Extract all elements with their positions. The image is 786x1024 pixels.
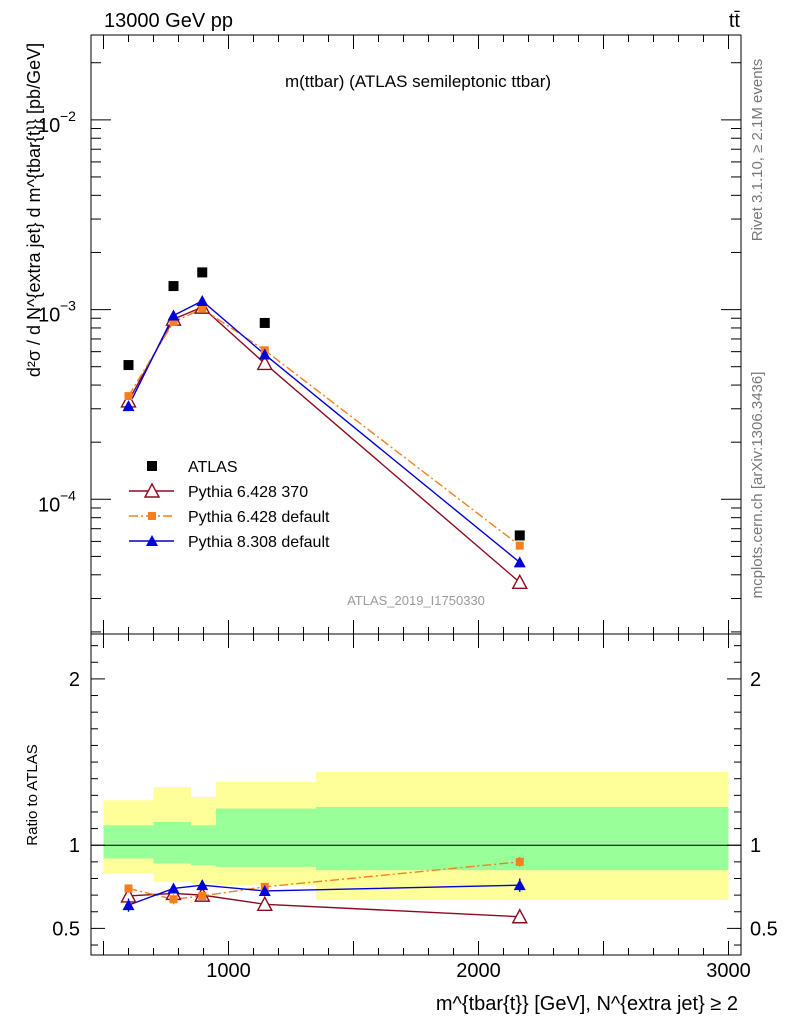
ratio-point [167, 882, 180, 894]
y-tick-label: 0.5 [750, 918, 778, 940]
data-point [168, 281, 179, 292]
ratio-point [256, 895, 273, 911]
data-point [198, 304, 207, 313]
main-axes: 10−210−310−4 [38, 35, 741, 634]
ratio-panel: 0.5 0.5 1 1 2 2 1000 2000 3000 Ratio to ATLAS m^… [24, 633, 778, 1015]
x-tick-label: 2000 [456, 960, 501, 982]
x-tick-label: 1000 [206, 960, 251, 982]
data-point [124, 392, 133, 401]
ratio-ylabel: Ratio to ATLAS [24, 744, 41, 845]
data-point [515, 541, 524, 550]
ratio-point [124, 884, 133, 893]
legend-marker [147, 461, 157, 471]
y-tick-exponent: −4 [60, 487, 76, 503]
ratio-point [515, 857, 524, 866]
band-inner [153, 821, 191, 864]
ratio-point [258, 884, 271, 896]
band-inner [103, 825, 154, 859]
data-point [122, 400, 135, 412]
ratio-point [196, 879, 209, 891]
legend-label: ATLAS [188, 459, 238, 476]
ratio-point [169, 895, 178, 904]
y-tick-label: 10 [38, 305, 60, 327]
legend-marker [146, 535, 158, 546]
ratio-series [120, 856, 528, 924]
ratio-bands [103, 772, 729, 901]
data-point [256, 354, 273, 371]
y-tick-label: 2 [69, 669, 80, 691]
data-point [123, 360, 134, 371]
ratio-frame [90, 633, 742, 956]
y-tick-exponent: −3 [60, 298, 76, 314]
legend-marker [143, 482, 161, 498]
data-point [258, 348, 271, 360]
beam-label: 13000 GeV pp [104, 10, 233, 32]
data-point [259, 317, 270, 328]
x-tick-label: 3000 [706, 960, 751, 982]
main-panel: 10−210−310−4 m(ttbar) (ATLAS semileptoni… [24, 34, 742, 635]
band-inner [216, 808, 316, 867]
y-tick-exponent: −2 [60, 108, 76, 124]
data-point [513, 556, 526, 568]
legend: ATLAS Pythia 6.428 370 Pythia 6.428 defaul… [129, 459, 330, 551]
legend-marker [148, 512, 156, 520]
ratio-axes: 0.5 0.5 1 1 2 2 1000 2000 3000 [52, 634, 778, 982]
y-tick-label: 1 [69, 835, 80, 857]
data-point [196, 294, 209, 306]
watermark: ATLAS_2019_I1750330 [347, 593, 485, 608]
rivet-label: Rivet 3.1.10, ≥ 2.1M events [749, 59, 766, 242]
ratio-point [511, 908, 528, 924]
legend-label: Pythia 8.308 default [188, 534, 330, 551]
legend-label: Pythia 6.428 370 [188, 484, 308, 501]
data-point [169, 317, 178, 326]
data-point [514, 530, 525, 541]
main-series [120, 267, 528, 590]
ratio-point [198, 891, 207, 900]
ratio-point [122, 899, 135, 911]
ratio-point [513, 879, 526, 891]
legend-label: Pythia 6.428 default [188, 509, 330, 526]
main-title: m(ttbar) (ATLAS semileptonic ttbar) [285, 72, 551, 91]
y-tick-label: 0.5 [52, 918, 80, 940]
data-point [197, 267, 208, 278]
ratio-xlabel: m^{tbar{t}} [GeV], N^{extra jet} ≥ 2 [436, 993, 738, 1015]
process-label: tt̄ [729, 10, 741, 32]
data-point [511, 573, 528, 590]
y-tick-label: 1 [750, 835, 761, 857]
mcplots-label: mcplots.cern.ch [arXiv:1306.3436] [749, 372, 766, 599]
data-point [167, 309, 180, 321]
y-tick-label: 10 [38, 494, 60, 516]
y-tick-label: 2 [750, 669, 761, 691]
y-tick-label: 10 [38, 115, 60, 137]
main-ylabel: d²σ / d N^{extra jet} d m^{tbar{t}} [pb/… [24, 43, 44, 377]
